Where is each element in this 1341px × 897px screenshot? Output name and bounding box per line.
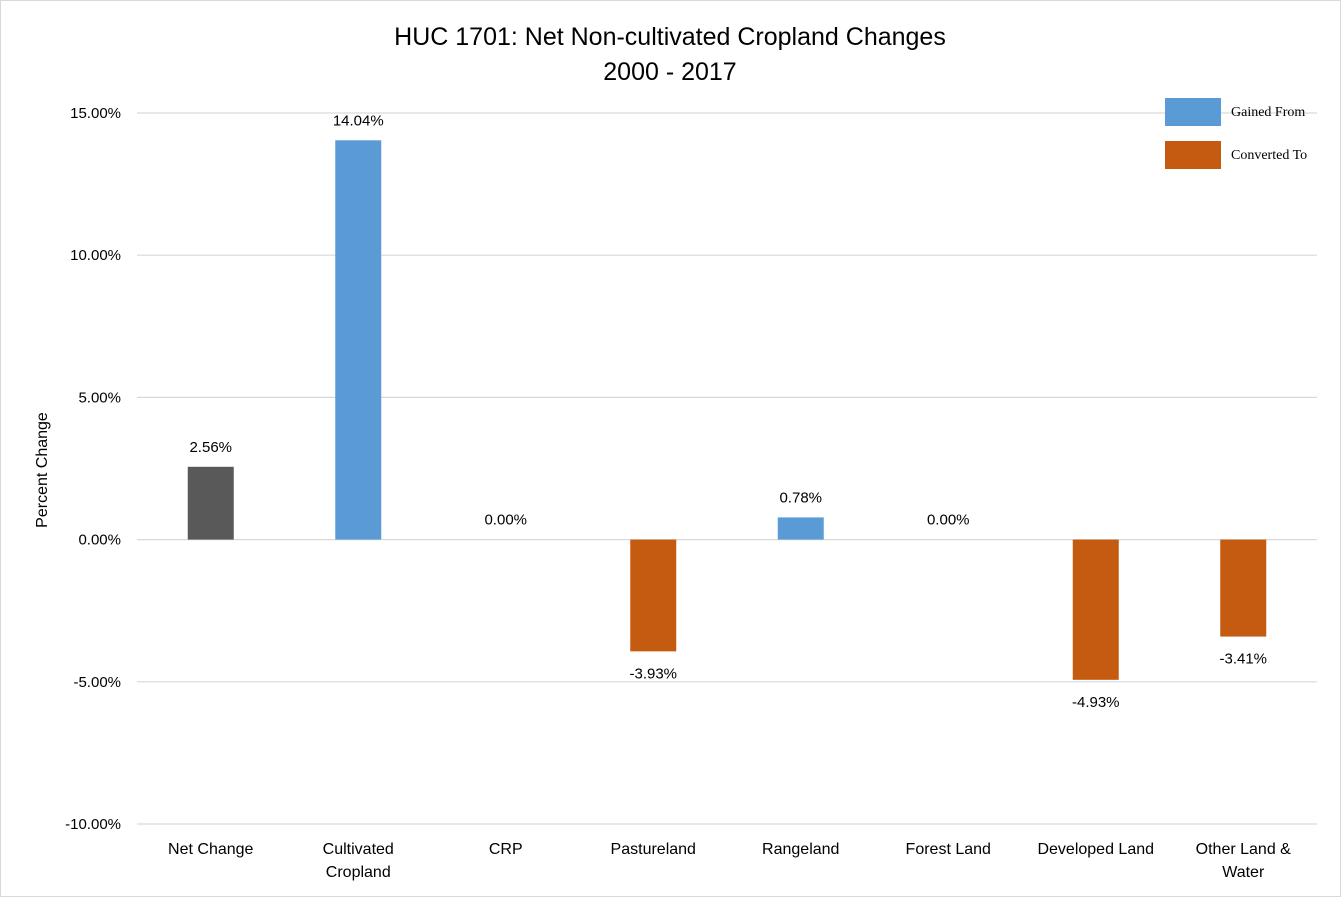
y-tick-label: -5.00% xyxy=(73,674,121,691)
chart-title-line2: 2000 - 2017 xyxy=(603,58,736,86)
bar xyxy=(1220,539,1267,637)
y-tick-label: 0.00% xyxy=(78,532,121,549)
legend-label: Converted To xyxy=(1231,148,1307,163)
x-axis-categories: Net Change Cultivated Cropland CRP Pasturela… xyxy=(168,841,1291,881)
data-label: 0.00% xyxy=(484,512,527,529)
data-label: -4.93% xyxy=(1072,694,1120,711)
category-label: Rangeland xyxy=(762,841,839,858)
bars xyxy=(187,140,1267,680)
y-axis-ticks: 15.00% 10.00% 5.00% 0.00% -5.00% -10.00% xyxy=(65,105,121,833)
bar xyxy=(777,517,824,540)
category-label: Cropland xyxy=(326,864,391,881)
data-labels: 2.56% 14.04% 0.00% -3.93% 0.78% 0.00% -4.93% -3… xyxy=(189,112,1267,711)
bar xyxy=(187,466,234,540)
bar xyxy=(630,539,677,652)
gridlines xyxy=(137,112,1317,825)
y-tick-label: 15.00% xyxy=(70,105,121,122)
category-label: Forest Land xyxy=(906,841,991,858)
data-label: -3.41% xyxy=(1219,651,1267,668)
category-label: Cultivated xyxy=(323,841,394,858)
data-label: -3.93% xyxy=(629,665,677,682)
chart-title: HUC 1701: Net Non-cultivated Cropland Ch… xyxy=(394,23,946,86)
category-label: Developed Land xyxy=(1037,841,1154,858)
legend-label: Gained From xyxy=(1231,105,1305,120)
bar xyxy=(335,140,382,540)
data-label: 0.00% xyxy=(927,512,970,529)
legend: Gained From Converted To xyxy=(1165,98,1307,169)
y-tick-label: 10.00% xyxy=(70,247,121,264)
legend-swatch xyxy=(1165,141,1221,169)
category-label: Water xyxy=(1222,864,1265,881)
legend-swatch xyxy=(1165,98,1221,126)
bar xyxy=(1072,539,1119,680)
category-label: CRP xyxy=(489,841,523,858)
data-label: 0.78% xyxy=(779,489,822,506)
category-label: Pastureland xyxy=(611,841,696,858)
y-tick-label: 5.00% xyxy=(78,389,121,406)
data-label: 2.56% xyxy=(189,439,232,456)
category-label: Other Land & xyxy=(1196,841,1292,858)
data-label: 14.04% xyxy=(333,112,384,129)
chart-title-line1: HUC 1701: Net Non-cultivated Cropland Ch… xyxy=(394,23,946,51)
y-axis-label: Percent Change xyxy=(34,412,51,528)
category-label: Net Change xyxy=(168,841,253,858)
y-tick-label: -10.00% xyxy=(65,816,121,833)
